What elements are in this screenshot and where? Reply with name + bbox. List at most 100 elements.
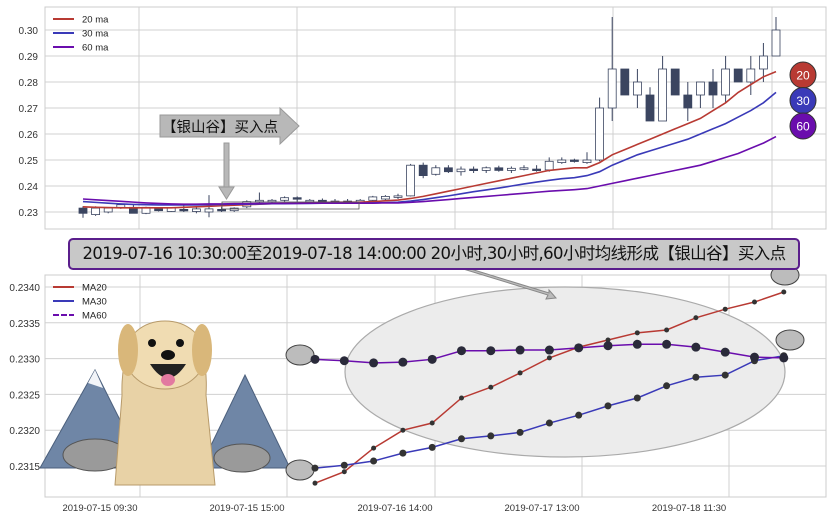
data-point-ma60	[750, 352, 759, 362]
x-tick-label: 2019-07-16 14:00	[357, 503, 432, 514]
data-point-ma20	[752, 299, 757, 305]
candle-down	[733, 68, 743, 83]
y-tick-label: 0.2320	[9, 426, 40, 437]
signal-banner: 2019-07-16 10:30:00至2019-07-18 14:00:00 …	[68, 238, 800, 270]
data-point-ma20	[781, 289, 787, 295]
candle-down	[570, 159, 579, 162]
data-point-ma20	[634, 330, 640, 336]
candle-up	[380, 195, 390, 200]
candle-down	[708, 81, 718, 96]
y-tick-label: 0.2315	[9, 462, 40, 473]
data-point-ma20	[341, 469, 347, 475]
candle-down	[670, 68, 680, 96]
data-point-ma30	[692, 373, 700, 381]
pointer-arrow	[459, 265, 558, 300]
y-tick-label: 0.25	[19, 156, 39, 167]
data-point-ma20	[546, 355, 552, 361]
ma60-line	[82, 135, 777, 205]
candle-up	[721, 68, 730, 96]
candle-up	[393, 195, 403, 198]
silver-ingot-icon	[285, 344, 315, 366]
y-tick-label: 0.2330	[9, 355, 40, 366]
candle-up	[406, 164, 416, 197]
annotation-pointer-head	[218, 186, 235, 200]
y-tick-label: 0.2340	[9, 283, 40, 294]
candle-up	[696, 81, 705, 96]
data-point-ma20	[664, 327, 670, 333]
candle-down	[494, 167, 504, 171]
y-tick-label: 0.2335	[9, 319, 40, 330]
data-point-ma30	[663, 382, 671, 390]
candle-up	[658, 68, 667, 122]
candle-up	[759, 55, 768, 70]
y-tick-label: 0.24	[19, 182, 39, 193]
legend-label: 20 ma	[82, 15, 109, 26]
dog-eye	[148, 339, 156, 347]
ma-end-badge-label: 20	[796, 69, 810, 83]
candle-up	[582, 159, 592, 163]
y-tick-label: 0.28	[19, 78, 39, 89]
data-point-ma60	[691, 342, 701, 352]
mountain-snowcap	[88, 370, 103, 388]
candle-up	[229, 207, 239, 212]
data-point-ma30	[399, 449, 407, 457]
legend-label: 30 ma	[82, 29, 109, 40]
data-point-ma30	[487, 432, 495, 440]
y-tick-label: 0.29	[19, 52, 39, 63]
data-point-ma60	[632, 339, 642, 349]
y-tick-label: 0.26	[19, 130, 39, 141]
data-point-ma60	[544, 345, 554, 355]
data-point-ma20	[400, 427, 406, 433]
x-tick-label: 2019-07-18 11:30	[652, 503, 726, 514]
data-point-ma30	[370, 457, 378, 465]
dog-ear	[192, 324, 212, 376]
candle-up	[519, 167, 529, 170]
candlestick-chart: 0.23 0.24 0.25 0.26 0.27 0.28 0.29 0.30 20 ma 30 …	[19, 6, 827, 230]
ma-end-badge-label: 30	[796, 94, 810, 108]
data-point-ma30	[633, 394, 641, 402]
dog-eye	[176, 339, 184, 347]
data-point-ma20	[693, 315, 699, 321]
x-tick-label: 2019-07-15 15:00	[209, 503, 284, 514]
candle-up	[633, 81, 642, 96]
ma-end-badge	[789, 112, 817, 140]
candle-down	[179, 208, 189, 212]
data-point-ma60	[457, 346, 466, 356]
data-point-ma20	[517, 370, 523, 376]
data-point-ma30	[516, 428, 524, 436]
candle-up	[607, 68, 617, 109]
data-point-ma20	[605, 337, 611, 343]
signal-zone-box	[221, 201, 360, 210]
legend-label: MA20	[82, 283, 107, 294]
data-point-ma30	[458, 435, 465, 443]
candle-down	[292, 197, 302, 200]
data-point-ma30	[545, 419, 553, 427]
data-point-ma60	[779, 353, 789, 363]
data-point-ma60	[515, 345, 525, 355]
candle-up	[280, 197, 290, 201]
candle-up	[746, 68, 756, 83]
candle-up	[456, 168, 466, 173]
legend-label: 60 ma	[82, 43, 109, 54]
data-point-ma60	[369, 358, 379, 368]
ma20-line	[82, 70, 777, 209]
data-point-ma30	[428, 443, 436, 451]
data-point-ma60	[720, 347, 730, 357]
silver-ingot-icon	[213, 443, 271, 473]
data-point-ma20	[371, 445, 377, 451]
data-point-ma30	[604, 402, 612, 410]
data-point-ma20	[722, 306, 728, 312]
data-point-ma30	[575, 411, 583, 419]
dog-mouth	[150, 364, 186, 378]
candle-up	[431, 167, 441, 175]
y-tick-label: 0.30	[19, 26, 39, 37]
candle-up	[481, 167, 491, 171]
candle-down	[418, 164, 428, 176]
legend-label: MA30	[82, 297, 107, 308]
candle-up	[204, 208, 214, 213]
dog-ear	[118, 324, 138, 376]
y-tick-label: 0.23	[19, 208, 39, 219]
data-point-ma20	[488, 384, 494, 390]
data-point-ma60	[427, 354, 437, 364]
